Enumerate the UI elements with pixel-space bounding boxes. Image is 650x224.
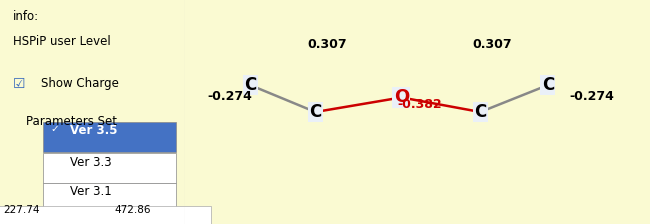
FancyBboxPatch shape	[43, 122, 176, 152]
Text: O: O	[394, 88, 409, 106]
Text: info:: info:	[13, 10, 39, 23]
Text: -0.382: -0.382	[398, 98, 442, 111]
Text: -0.274: -0.274	[207, 90, 252, 103]
Text: ☑: ☑	[13, 77, 25, 91]
FancyBboxPatch shape	[43, 183, 176, 212]
Text: -0.274: -0.274	[569, 90, 614, 103]
Text: 472.86: 472.86	[115, 205, 151, 215]
Text: 0.307: 0.307	[307, 38, 347, 51]
Text: Ver 3.1: Ver 3.1	[70, 185, 112, 198]
Text: C: C	[541, 76, 554, 94]
Text: Ver 3.5: Ver 3.5	[70, 124, 118, 137]
FancyBboxPatch shape	[43, 153, 176, 183]
Text: Ver 3.3: Ver 3.3	[70, 156, 112, 169]
Text: C: C	[474, 103, 486, 121]
Text: 227.74: 227.74	[4, 205, 40, 215]
Text: 0.307: 0.307	[472, 38, 512, 51]
Text: Parameters Set: Parameters Set	[26, 115, 117, 128]
FancyBboxPatch shape	[0, 206, 211, 224]
Text: HSPiP user Level: HSPiP user Level	[13, 35, 111, 48]
Text: C: C	[309, 103, 322, 121]
Text: ✓: ✓	[50, 124, 58, 134]
Text: C: C	[244, 76, 257, 94]
Text: Show Charge: Show Charge	[41, 77, 119, 90]
